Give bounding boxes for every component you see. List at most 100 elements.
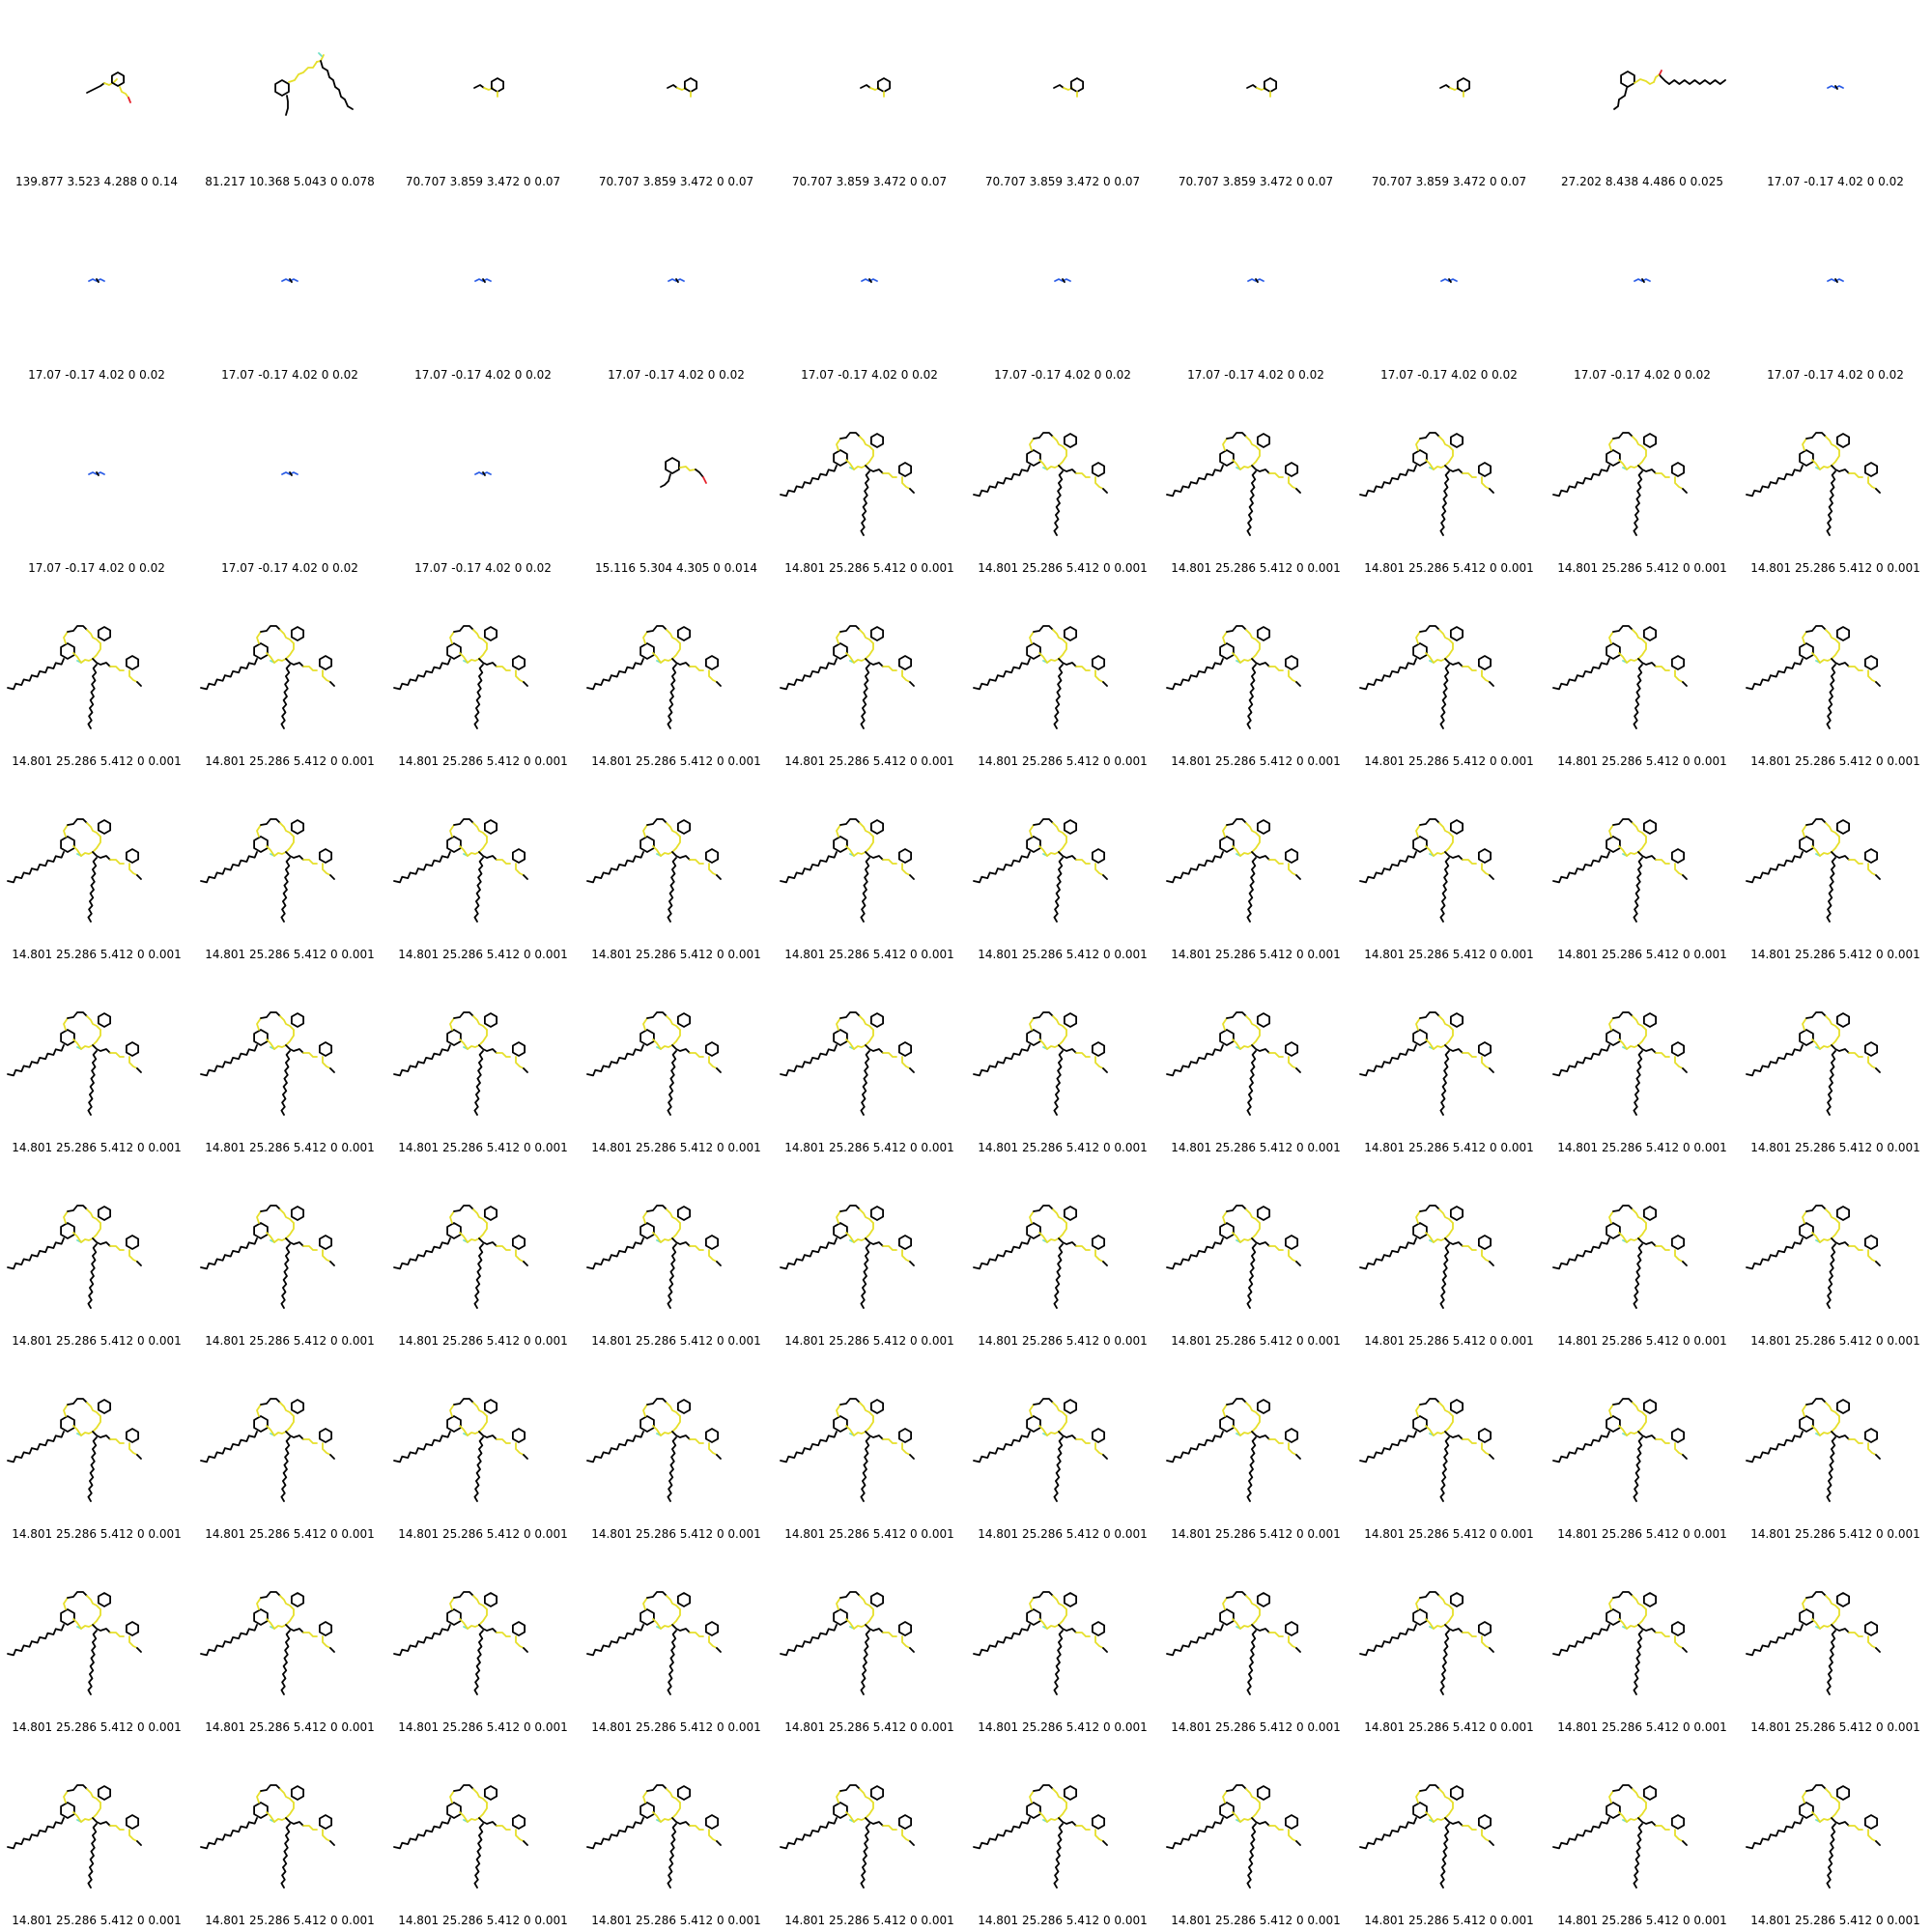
- bond-chain: [473, 1630, 484, 1695]
- bond-chain: [1245, 436, 1261, 451]
- aromatic-ring: [1026, 1415, 1041, 1433]
- molecule-drawing-large-branched-tri-aryl: [1359, 1011, 1494, 1116]
- bond-chain: [1831, 642, 1840, 660]
- grid-cell: 14.801 25.286 5.412 0 0.001: [1352, 1159, 1546, 1352]
- bond-chain: [1415, 438, 1421, 451]
- grid-cell: 14.801 25.286 5.412 0 0.001: [1352, 386, 1546, 580]
- bond-chain: [1637, 1624, 1657, 1634]
- bond-chain: [1288, 1635, 1297, 1649]
- molecule-drawing-large-branched-tri-aryl: [973, 1011, 1108, 1116]
- bond-chain: [72, 1232, 82, 1243]
- bond-chain: [1618, 1232, 1628, 1243]
- bond-chain: [1419, 432, 1440, 440]
- bond-chain: [1251, 1817, 1270, 1827]
- bond-chain: [586, 1237, 644, 1270]
- bond-chain: [1222, 438, 1228, 451]
- bond-chain: [449, 631, 455, 644]
- bond-chain: [882, 1052, 897, 1058]
- bond-chain: [1415, 1597, 1421, 1610]
- bond-chain: [7, 1237, 65, 1270]
- bond-chain: [671, 1222, 681, 1239]
- molecule-drawing-large-branched-tri-aryl: [1746, 432, 1881, 536]
- bond-chain: [1102, 1067, 1108, 1073]
- aromatic-ring: [1643, 1785, 1657, 1801]
- bond-chain: [1674, 1056, 1684, 1069]
- bond-chain: [92, 1802, 101, 1819]
- aromatic-ring: [1450, 1206, 1463, 1221]
- bond-chain: [302, 666, 318, 671]
- bond-chain: [882, 1245, 897, 1251]
- aromatic-ring: [1257, 1592, 1270, 1607]
- aromatic-ring: [1605, 1222, 1621, 1239]
- bond-chain: [1222, 1017, 1228, 1031]
- molecule-drawing-large-branched-tri-aryl: [973, 818, 1108, 923]
- bond-chain: [1288, 1829, 1297, 1842]
- bond-chain: [909, 1067, 915, 1073]
- bond-chain: [667, 1823, 677, 1889]
- bond-chain: [1075, 1632, 1091, 1637]
- molecule-score-label: 14.801 25.286 5.412 0 0.001: [1171, 948, 1341, 961]
- bond-chain: [1251, 1431, 1270, 1440]
- bond-chain: [1848, 1438, 1863, 1444]
- bond-chain: [1802, 1790, 1807, 1804]
- bond-chain: [909, 488, 915, 494]
- bond-chain: [467, 851, 480, 857]
- bond-chain: [1415, 824, 1421, 838]
- bond-chain: [322, 1829, 331, 1842]
- bond-chain: [845, 845, 855, 857]
- bond-chain: [473, 1436, 484, 1502]
- aromatic-ring: [704, 1428, 720, 1443]
- molecule-drawing-large-branched-tri-aryl: [973, 1398, 1108, 1502]
- grid-cell: 14.801 25.286 5.412 0 0.001: [580, 1739, 773, 1932]
- aromatic-ring: [511, 1621, 526, 1636]
- bond-chain: [1825, 1402, 1840, 1417]
- bond-chain: [859, 1015, 874, 1031]
- bond-chain: [780, 1237, 838, 1270]
- bond-chain: [1811, 1618, 1821, 1630]
- bond-chain: [1415, 1210, 1421, 1224]
- aromatic-ring: [446, 1415, 462, 1433]
- aromatic-ring: [1219, 1608, 1235, 1626]
- bond-chain: [1239, 1431, 1253, 1436]
- bond-chain: [515, 1056, 525, 1069]
- bond-chain: [1633, 664, 1643, 729]
- grid-cell: 14.801 25.286 5.412 0 0.001: [0, 1159, 193, 1352]
- grid-cell: 14.801 25.286 5.412 0 0.001: [773, 1352, 966, 1546]
- bond-chain: [1637, 851, 1657, 861]
- bond-chain: [1462, 1632, 1477, 1637]
- bond-chain: [1462, 1052, 1477, 1058]
- bond-chain: [1246, 664, 1257, 729]
- bond-chain: [393, 658, 451, 691]
- bond-chain: [646, 818, 668, 826]
- bond-chain: [1819, 851, 1833, 857]
- bond-chain: [67, 1398, 88, 1406]
- bond-chain: [865, 1237, 884, 1247]
- molecule-score-label: 14.801 25.286 5.412 0 0.001: [1171, 1527, 1341, 1541]
- bond-chain: [80, 1817, 94, 1823]
- bond-chain: [7, 1044, 65, 1077]
- aromatic-ring: [318, 848, 333, 864]
- bond-chain: [836, 824, 841, 838]
- bond-chain: [515, 669, 525, 683]
- bond-chain: [646, 1011, 668, 1019]
- bond-chain: [1239, 1817, 1253, 1823]
- molecule-drawing-large-branched-tri-aryl: [780, 1205, 915, 1309]
- bond-chain: [660, 1044, 673, 1050]
- aromatic-ring: [60, 1029, 75, 1046]
- bond-chain: [1655, 1632, 1670, 1637]
- aromatic-ring: [1284, 1235, 1299, 1250]
- grid-cell: 14.801 25.286 5.412 0 0.001: [1546, 773, 1739, 966]
- bond-chain: [1029, 824, 1035, 838]
- bond-chain: [128, 863, 138, 876]
- bond-chain: [453, 1398, 474, 1406]
- aromatic-ring: [704, 1814, 720, 1830]
- molecule-score-label: 14.801 25.286 5.412 0 0.001: [591, 1914, 761, 1927]
- bond-chain: [1682, 1647, 1688, 1653]
- bond-chain: [322, 669, 331, 683]
- bond-chain: [1029, 1790, 1035, 1804]
- molecule-drawing-large-branched-tri-aryl: [200, 818, 335, 923]
- bond-chain: [716, 874, 722, 880]
- bond-chain: [671, 1608, 681, 1626]
- molecule-drawing-large-branched-tri-aryl: [7, 818, 142, 923]
- grid-cell: 17.07 -0.17 4.02 0 0.02: [0, 386, 193, 580]
